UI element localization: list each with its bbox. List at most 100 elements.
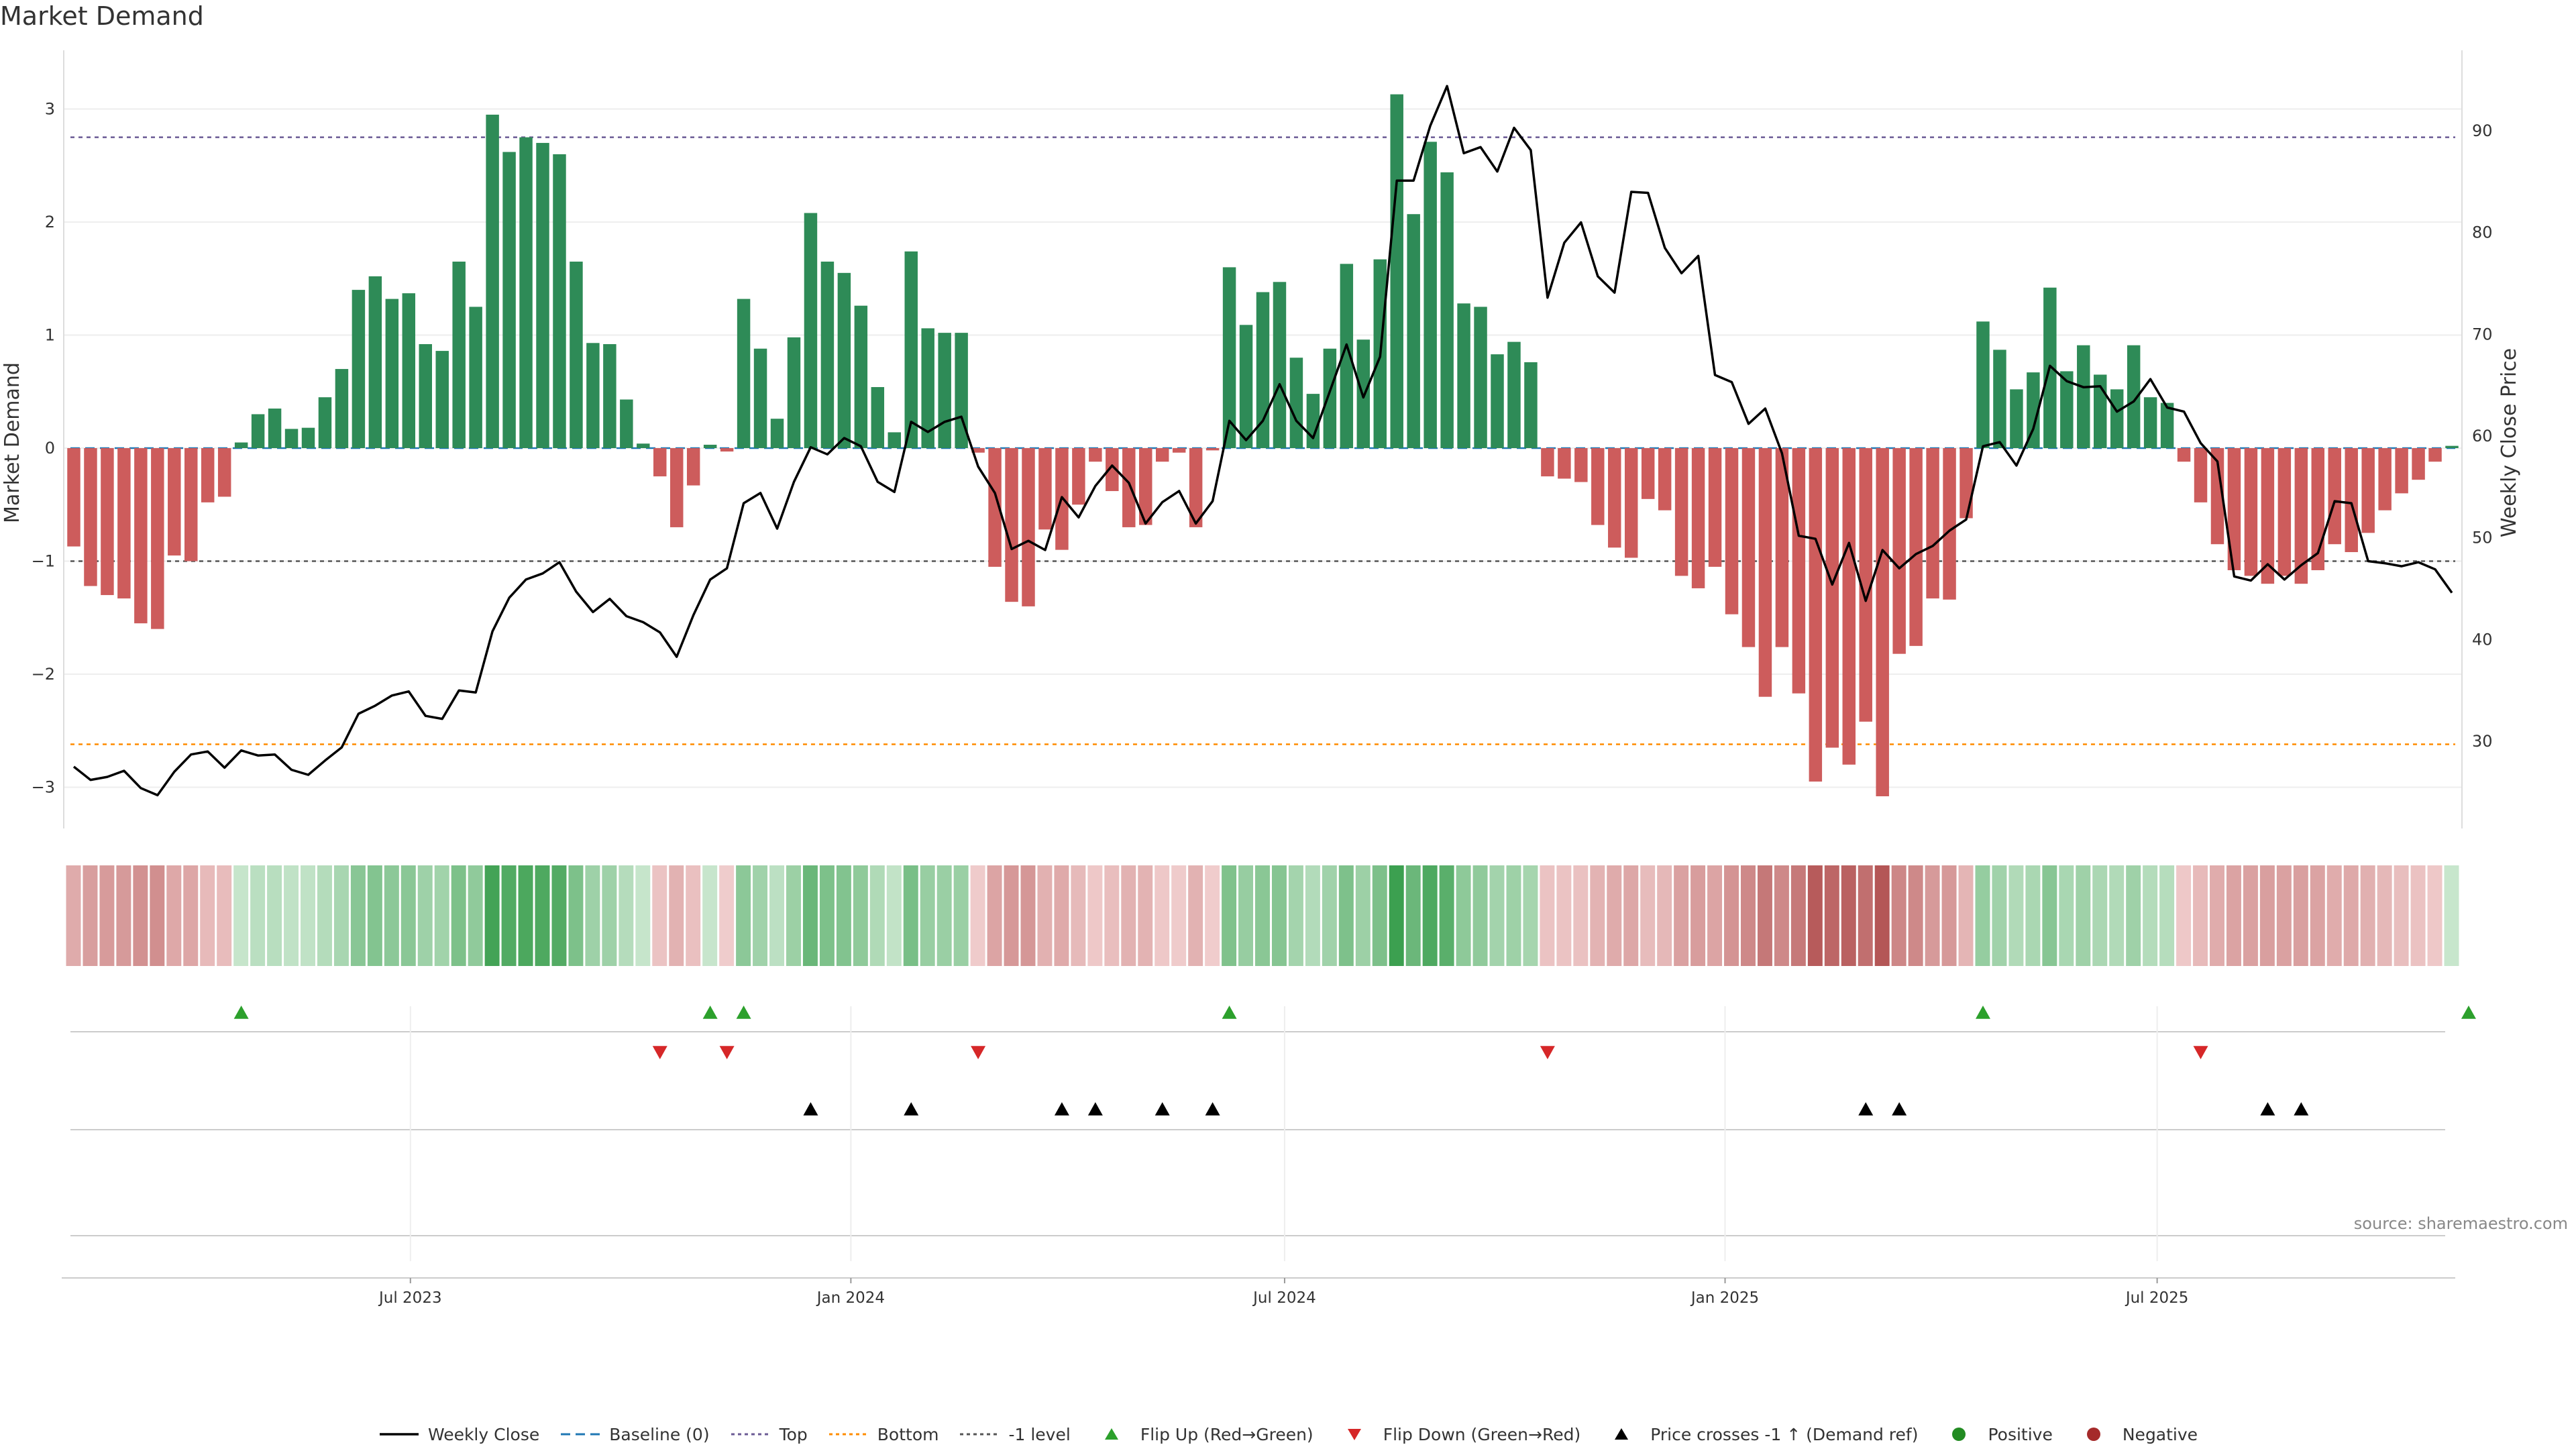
demand-bar	[1205, 448, 1220, 451]
heat-cell	[518, 865, 533, 966]
demand-bar	[2227, 448, 2241, 570]
dotted-line-icon	[960, 1433, 1000, 1436]
price-cross-marker	[803, 1102, 818, 1116]
circle-icon	[1952, 1428, 1966, 1441]
heat-cell	[2210, 865, 2224, 966]
demand-bar	[486, 114, 499, 449]
heat-cell	[1104, 865, 1120, 966]
heat-cell	[317, 865, 332, 966]
price-cross-marker	[2294, 1102, 2309, 1116]
heat-cell	[384, 865, 399, 966]
flip-up-marker	[1222, 1006, 1237, 1019]
demand-bar	[168, 448, 181, 556]
heat-cell	[1087, 865, 1103, 966]
demand-bar	[2361, 448, 2375, 533]
circle-icon	[2086, 1428, 2100, 1441]
heat-cell	[1004, 865, 1019, 966]
x-tick-label: Jul 2023	[378, 1289, 442, 1307]
heat-cell	[1037, 865, 1053, 966]
price-cross-marker	[1054, 1102, 1069, 1116]
heat-cell	[1439, 865, 1454, 966]
demand-bar	[1340, 264, 1354, 448]
demand-bar	[1457, 303, 1470, 448]
heat-cell	[2293, 865, 2308, 966]
heat-cell	[1623, 865, 1639, 966]
demand-bar	[536, 143, 549, 449]
heat-cell	[367, 865, 382, 966]
legend-item: Price crosses -1 ↑ (Demand ref)	[1601, 1425, 1918, 1444]
heat-cell	[2109, 865, 2125, 966]
demand-bar	[2277, 448, 2292, 576]
heat-cell	[1941, 865, 1957, 966]
heat-cell	[99, 865, 115, 966]
price-line-layer	[72, 85, 2453, 797]
heat-cell	[2008, 865, 2024, 966]
demand-bar	[837, 272, 851, 448]
demand-bar	[2027, 372, 2040, 448]
y-tick-label: 1	[45, 326, 55, 345]
heat-cell	[1640, 865, 1656, 966]
demand-bar	[603, 343, 616, 448]
legend-item: Positive	[1938, 1425, 2053, 1444]
demand-bar	[134, 448, 148, 624]
demand-bar	[1122, 448, 1136, 527]
heat-cell	[2410, 865, 2426, 966]
heat-cell	[652, 865, 667, 966]
heat-cell	[66, 865, 81, 966]
demand-bar	[871, 387, 885, 448]
heat-cell	[1740, 865, 1756, 966]
legend-label: Bottom	[877, 1424, 939, 1444]
heat-cell	[970, 865, 985, 966]
heat-cell	[2394, 865, 2409, 966]
heat-cell	[1138, 865, 1153, 966]
heat-cell	[284, 865, 299, 966]
heat-cell	[1238, 865, 1254, 966]
legend-swatch-shape	[2086, 1428, 2100, 1441]
legend-label: Price crosses -1 ↑ (Demand ref)	[1650, 1424, 1919, 1444]
demand-bar	[1172, 448, 1186, 453]
flip-down-marker	[971, 1046, 986, 1059]
axes: −3 −2 −1 0 1 2 3 30 40 50 60 70 80 90 Market Demand Wee…	[1, 50, 2521, 828]
demand-bar	[669, 448, 684, 527]
triangle-up-icon	[1615, 1428, 1629, 1440]
flip-down-marker	[2193, 1046, 2208, 1059]
heat-cell	[736, 865, 751, 966]
heat-cell	[802, 865, 818, 966]
dashed-line-icon	[561, 1433, 600, 1436]
demand-bar	[904, 251, 918, 448]
demand-bar	[1022, 448, 1035, 606]
demand-bar	[67, 448, 80, 547]
demand-bar	[352, 290, 366, 448]
heat-cell	[1573, 865, 1589, 966]
demand-bar	[988, 448, 1002, 567]
event-markers	[70, 1006, 2476, 1261]
heat-cell	[753, 865, 768, 966]
heat-cell	[602, 865, 617, 966]
demand-bar	[201, 448, 215, 502]
heat-cell	[468, 865, 483, 966]
demand-bar	[519, 137, 533, 448]
y-tick-label: −2	[32, 665, 55, 684]
demand-bar	[1758, 448, 1772, 697]
demand-bar	[1708, 448, 1722, 567]
price-cross-marker	[2260, 1102, 2275, 1116]
heat-cell	[267, 865, 282, 966]
weekly-close-line	[72, 85, 2453, 797]
demand-bar	[570, 261, 583, 448]
demand-bar	[1507, 341, 1521, 448]
legend-item: Top	[730, 1425, 808, 1444]
demand-bar	[804, 213, 818, 448]
demand-bar	[653, 448, 667, 477]
legend-label: Negative	[2122, 1424, 2198, 1444]
demand-bar	[435, 351, 449, 448]
heat-cell	[936, 865, 952, 966]
demand-bar	[2445, 445, 2459, 448]
demand-bar	[402, 293, 416, 448]
demand-bar	[2345, 448, 2358, 553]
heat-cell	[2143, 865, 2158, 966]
heat-cell	[1506, 865, 1521, 966]
source-credit: source: sharemaestro.com	[2353, 1214, 2568, 1233]
heat-cell	[2126, 865, 2141, 966]
demand-heat-strip	[66, 865, 2459, 966]
